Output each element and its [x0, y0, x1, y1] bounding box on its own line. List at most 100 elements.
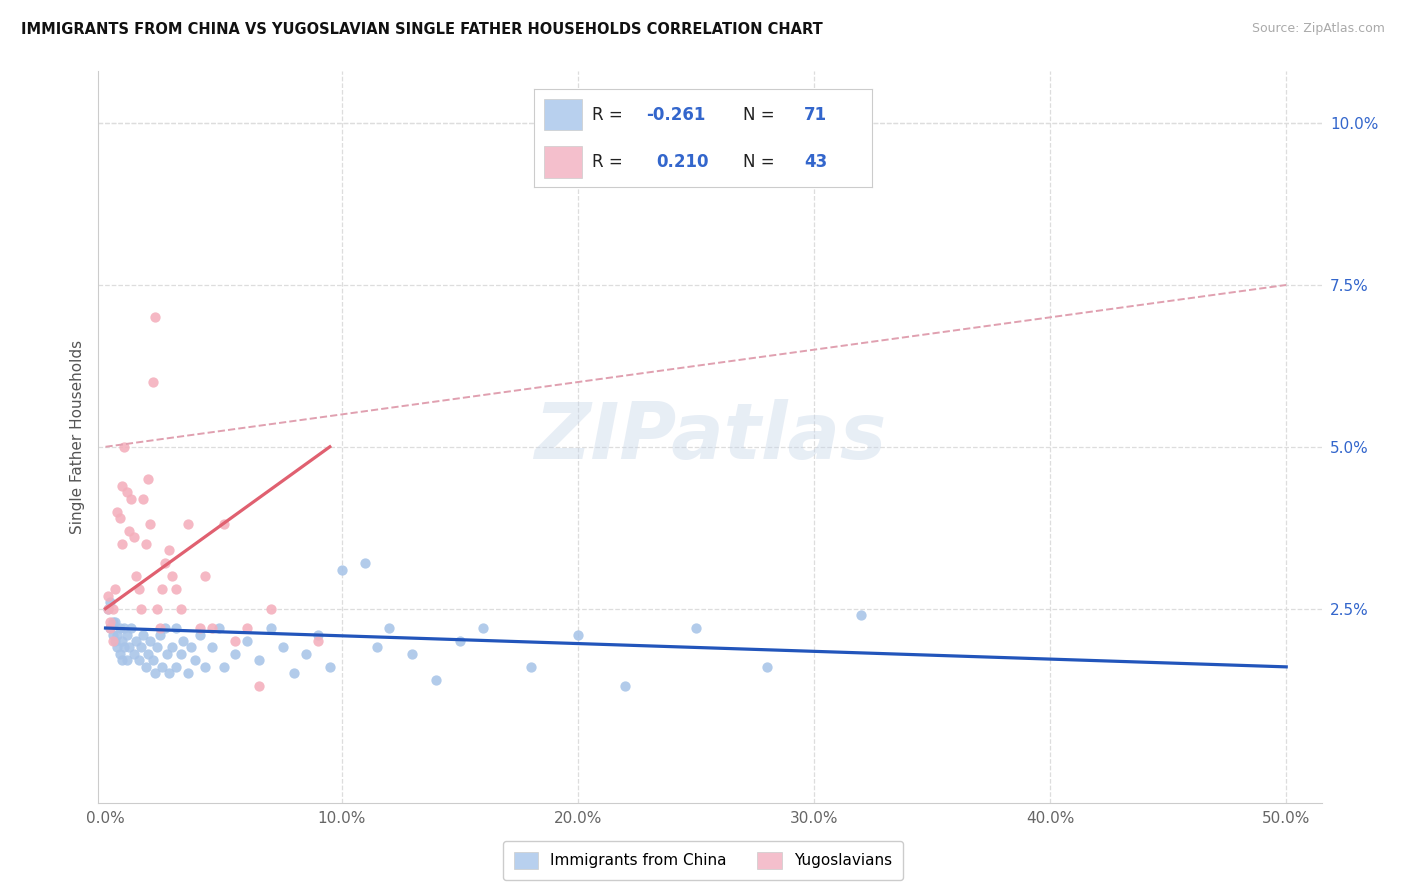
Text: R =: R = — [592, 153, 633, 170]
Point — [614, 679, 637, 693]
Point — [112, 640, 135, 655]
Point — [143, 666, 166, 681]
Point — [132, 627, 155, 641]
Point — [224, 647, 246, 661]
Point — [170, 647, 193, 661]
Point — [160, 569, 183, 583]
Point — [849, 608, 872, 623]
Point — [165, 582, 187, 597]
Point — [115, 485, 138, 500]
Point — [366, 640, 388, 655]
Point — [118, 524, 141, 538]
Point — [212, 660, 235, 674]
Point — [105, 504, 128, 518]
Point — [170, 601, 193, 615]
Point — [307, 627, 329, 641]
Point — [108, 511, 131, 525]
Point — [143, 310, 166, 325]
Text: N =: N = — [744, 106, 780, 124]
Point — [136, 472, 159, 486]
Point — [685, 621, 707, 635]
Point — [271, 640, 294, 655]
Point — [104, 582, 127, 597]
Point — [172, 634, 194, 648]
Point — [139, 634, 162, 648]
Point — [150, 660, 173, 674]
Point — [149, 621, 172, 635]
Point — [125, 569, 148, 583]
Point — [129, 601, 152, 615]
Point — [101, 634, 124, 648]
Point — [136, 647, 159, 661]
Point — [112, 621, 135, 635]
Y-axis label: Single Father Households: Single Father Households — [69, 340, 84, 534]
Point — [98, 621, 121, 635]
Point — [129, 640, 152, 655]
Point — [132, 491, 155, 506]
Point — [472, 621, 495, 635]
Point — [97, 601, 120, 615]
Point — [177, 666, 200, 681]
Point — [354, 557, 377, 571]
Point — [153, 557, 176, 571]
Point — [188, 621, 211, 635]
Point — [425, 673, 447, 687]
Text: 71: 71 — [804, 106, 827, 124]
Point — [97, 601, 120, 615]
Text: 0.210: 0.210 — [655, 153, 709, 170]
Point — [201, 640, 224, 655]
Bar — [544, 99, 582, 130]
Bar — [544, 146, 582, 178]
Text: R =: R = — [592, 106, 627, 124]
Point — [104, 634, 127, 648]
Point — [184, 653, 207, 667]
Point — [567, 627, 589, 641]
Point — [112, 440, 135, 454]
Point — [212, 517, 235, 532]
Point — [128, 653, 150, 667]
Point — [236, 621, 259, 635]
Point — [188, 627, 211, 641]
Point — [108, 647, 131, 661]
Point — [165, 621, 187, 635]
Point — [142, 653, 165, 667]
Point — [98, 595, 121, 609]
Point — [224, 634, 246, 648]
Point — [755, 660, 778, 674]
Point — [101, 615, 124, 629]
Point — [247, 679, 270, 693]
Point — [111, 478, 134, 492]
Point — [121, 491, 143, 506]
Point — [194, 660, 217, 674]
Point — [260, 621, 283, 635]
Point — [157, 666, 180, 681]
Point — [135, 660, 157, 674]
Point — [98, 621, 121, 635]
Point — [115, 653, 138, 667]
Point — [115, 627, 138, 641]
Point — [160, 640, 183, 655]
Point — [201, 621, 224, 635]
Point — [247, 653, 270, 667]
Point — [121, 621, 143, 635]
Point — [319, 660, 342, 674]
Point — [146, 601, 169, 615]
Point — [295, 647, 318, 661]
Point — [104, 615, 127, 629]
Point — [260, 601, 283, 615]
Point — [146, 640, 169, 655]
Point — [142, 375, 165, 389]
Point — [101, 601, 124, 615]
Point — [125, 634, 148, 648]
Point — [105, 627, 128, 641]
Point — [330, 563, 353, 577]
Point — [105, 640, 128, 655]
Point — [519, 660, 541, 674]
Point — [111, 537, 134, 551]
Text: N =: N = — [744, 153, 780, 170]
Text: Source: ZipAtlas.com: Source: ZipAtlas.com — [1251, 22, 1385, 36]
Point — [236, 634, 259, 648]
Point — [378, 621, 401, 635]
Point — [449, 634, 471, 648]
Point — [122, 530, 145, 544]
